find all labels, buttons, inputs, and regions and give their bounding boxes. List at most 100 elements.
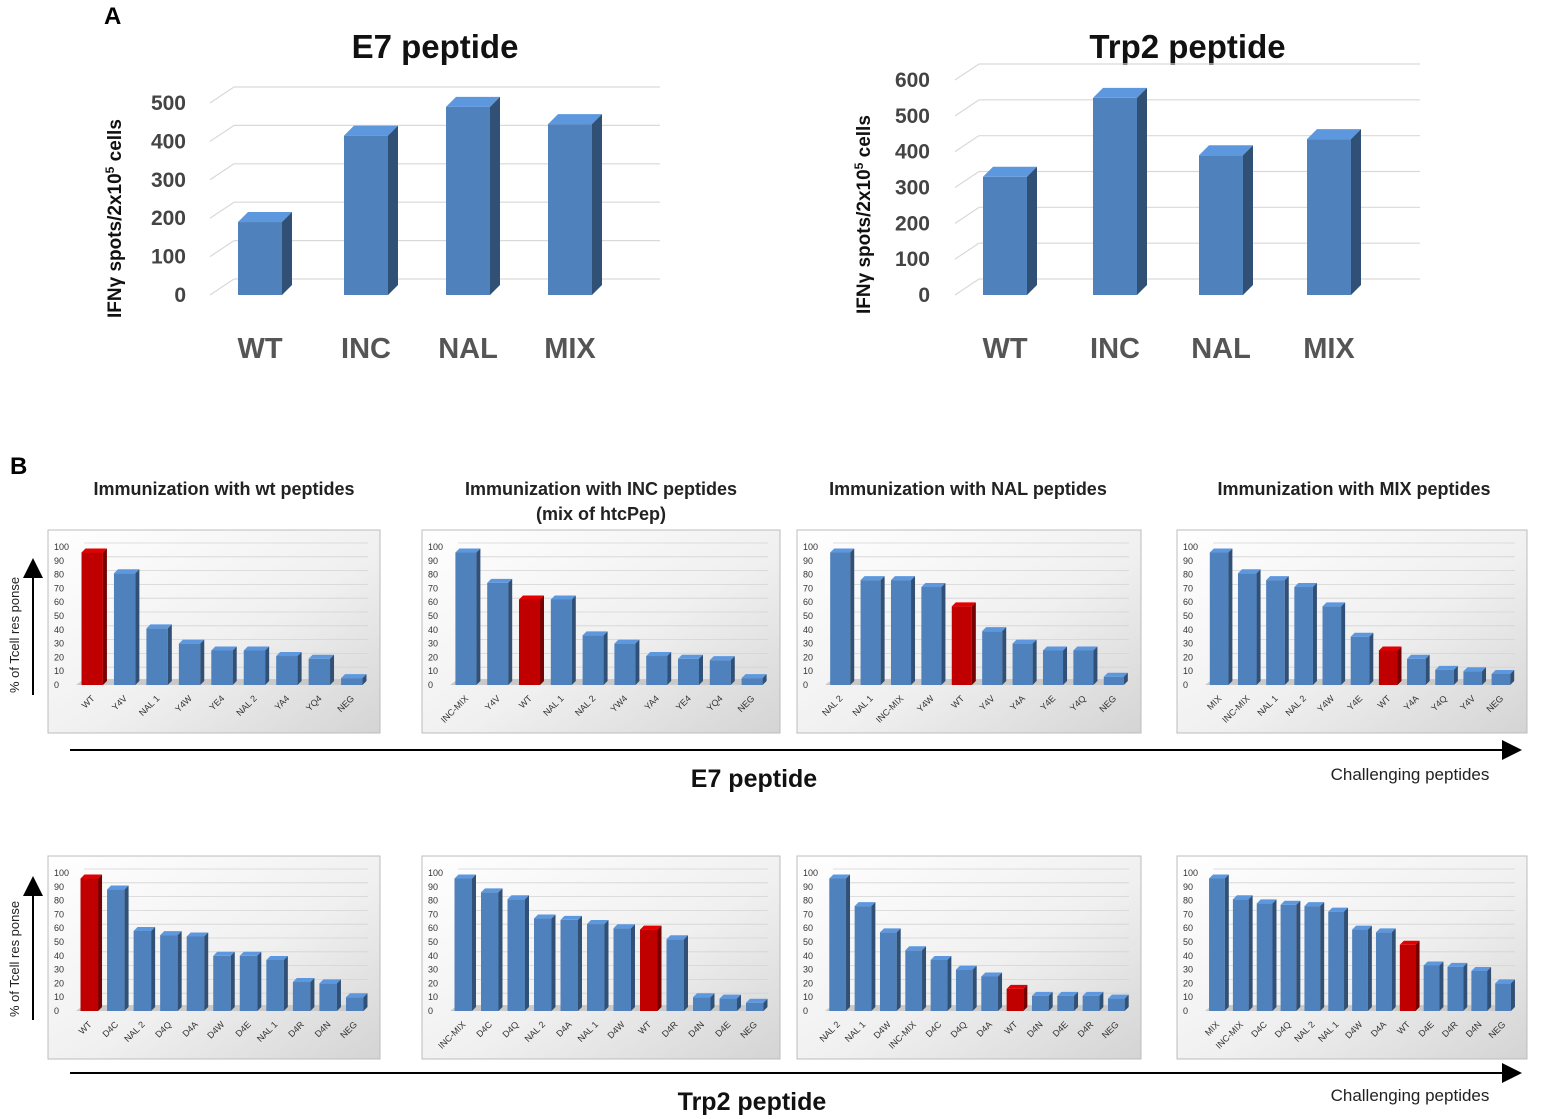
y-tick-label: 0	[803, 680, 808, 690]
y-tick-label: 0	[54, 1006, 59, 1016]
bar-inc-mix	[454, 874, 476, 1011]
y-tick-label: 80	[1183, 570, 1193, 580]
y-tick-label: 20	[803, 652, 813, 662]
y-tick-label: 90	[54, 556, 64, 566]
bar-wt	[1006, 984, 1028, 1011]
e7-summary-chart: E7 peptide 0 100 200 300 400 500 WT INC NAL MIX	[151, 28, 660, 365]
bar-nal-1	[854, 902, 876, 1011]
gridline-diagonal	[209, 240, 235, 258]
bar-y4v	[982, 627, 1007, 685]
e7-summary-title: E7 peptide	[352, 28, 519, 65]
bar-inc	[344, 125, 398, 295]
bar-nal-2	[1304, 902, 1325, 1011]
y-tick-label: 90	[428, 556, 438, 566]
bar-y4q	[1435, 665, 1458, 685]
y-tick-label: 30	[428, 965, 438, 975]
bar-y4q	[1073, 646, 1098, 685]
panel-b-label: B	[10, 453, 27, 480]
subplot-title-inc-line2: (mix of htcPep)	[536, 504, 666, 524]
y-tick-label: 40	[1183, 951, 1193, 961]
bar-nal	[1199, 145, 1253, 295]
bar-d4w	[1352, 925, 1372, 1011]
bar-d4r	[292, 978, 315, 1011]
y-tick-label: 30	[803, 965, 813, 975]
bar-d4c	[481, 888, 503, 1011]
bar-yq4	[308, 654, 335, 685]
bar-y4a	[1407, 654, 1430, 685]
y-tick-label: 100	[803, 542, 818, 552]
y-tick-label: 0	[1183, 680, 1188, 690]
bar-neg	[1495, 979, 1515, 1011]
bar-d4w	[213, 951, 235, 1011]
y-tick-label: 0	[174, 284, 186, 307]
bar-wt	[519, 595, 544, 685]
y-tick-label: 0	[803, 1006, 808, 1016]
y-tick-label: 70	[1183, 909, 1193, 919]
y-tick-label: 100	[54, 542, 69, 552]
bar-neg	[1103, 672, 1128, 685]
y-tick-label: 90	[1183, 556, 1193, 566]
y-tick-label: 100	[151, 246, 186, 269]
y-tick-label: 30	[1183, 639, 1193, 649]
y-tick-label: 70	[1183, 583, 1193, 593]
gridline-diagonal	[209, 124, 235, 142]
bar-nal-2	[243, 646, 270, 685]
y-tick-label: 40	[428, 625, 438, 635]
bar-nal-1	[587, 920, 609, 1011]
y-tick-label: 50	[1183, 937, 1193, 947]
bar-y4v	[487, 578, 513, 685]
bar-d4n	[693, 993, 715, 1011]
bar-inc-mix	[1232, 895, 1253, 1011]
y-tick-label: 60	[803, 597, 813, 607]
gridline-diagonal	[954, 135, 980, 153]
bar-wt	[1378, 646, 1402, 685]
category-label-mix: MIX	[1303, 333, 1355, 365]
bar-ya4	[276, 652, 302, 685]
y-tick-label: 30	[803, 639, 813, 649]
y-tick-label: 100	[428, 542, 443, 552]
y-tick-label: 30	[1183, 965, 1193, 975]
bar-wt	[983, 166, 1037, 295]
y-tick-label: 50	[428, 937, 438, 947]
y-tick-label: 100	[1183, 542, 1198, 552]
y-tick-label: 40	[54, 951, 64, 961]
y-tick-label: 90	[428, 882, 438, 892]
bar-y4v	[1463, 667, 1487, 685]
bar-y4v	[113, 569, 140, 685]
y-tick-label: 90	[54, 882, 64, 892]
bar-d4r	[1082, 991, 1104, 1011]
y-tick-label: 80	[803, 570, 813, 580]
bar-nal-1	[146, 624, 172, 685]
subplot-title-inc: Immunization with INC peptides	[465, 479, 737, 499]
bar-d4q	[955, 965, 977, 1011]
category-label-nal: NAL	[1191, 333, 1251, 365]
gridline-diagonal	[209, 163, 235, 181]
bar-d4q	[1280, 900, 1301, 1011]
y-tick-label: 40	[803, 625, 813, 635]
chart-floor	[825, 1005, 1129, 1011]
bar-ye4	[678, 654, 703, 685]
bar-ya4	[646, 652, 672, 685]
y-tick-label: 0	[54, 680, 59, 690]
y-tick-label: 80	[428, 896, 438, 906]
y-tick-label: 70	[54, 583, 64, 593]
gridline-diagonal	[209, 278, 235, 296]
bar-neg	[345, 993, 368, 1011]
y-tick-label: 70	[428, 583, 438, 593]
category-label-mix: MIX	[544, 333, 596, 365]
bar-nal-2	[534, 914, 556, 1011]
y-tick-label: 40	[1183, 625, 1193, 635]
bar-nal-2	[1294, 583, 1317, 685]
y-tick-label: 100	[54, 868, 69, 878]
y-tick-label: 20	[1183, 978, 1193, 988]
y-tick-label: 100	[1183, 868, 1198, 878]
gridline-diagonal	[954, 63, 980, 81]
y-tick-label: 20	[803, 978, 813, 988]
bar-d4c	[1256, 899, 1277, 1011]
y-tick-label: 10	[803, 992, 813, 1002]
e7-challenging-caption: Challenging peptides	[1331, 765, 1490, 784]
category-label-inc: INC	[1090, 333, 1140, 365]
y-tick-label: 10	[1183, 992, 1193, 1002]
